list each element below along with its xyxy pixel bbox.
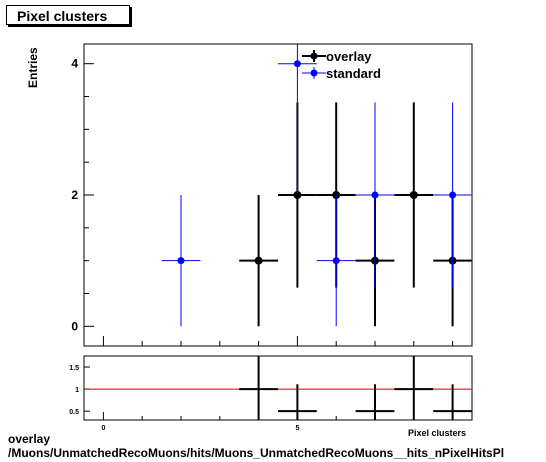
main-plot-marks [161,44,472,327]
chart-title: Pixel clusters [6,5,130,25]
legend: overlay standard [302,49,381,81]
footer-line2: /Muons/UnmatchedRecoMuons/hits/Muons_Unm… [8,446,505,460]
ratio-x-tick-label: 0 [101,425,105,432]
ratio-plot-marks [239,356,472,420]
standard-point [293,60,301,68]
overlay-point [254,256,263,265]
y-tick-label: 2 [71,188,78,202]
ratio-x-tick-label: 5 [295,425,299,432]
standard-point [449,191,457,199]
legend-marker [310,69,318,77]
standard-point [371,191,379,199]
ratio-axes: 0.5 1 1.5 0 5 [69,365,472,432]
ratio-y-tick-label: 1 [75,387,79,394]
legend-label: standard [326,66,381,81]
footer-line1: overlay [8,432,51,446]
ratio-plot-frame [83,355,473,421]
ratio-y-tick-label: 0.5 [69,409,79,416]
y-tick-label: 4 [71,57,78,71]
ratio-plot-border [83,355,473,421]
legend-marker [310,52,318,60]
x-axis-label: Pixel clusters [408,428,466,438]
overlay-point [409,191,418,199]
ratio-y-tick-label: 1.5 [69,365,79,372]
standard-point [177,257,185,265]
y-tick-label: 0 [71,319,78,333]
standard-point [332,257,340,265]
main-axes: 0 2 4 [71,57,454,346]
legend-label: overlay [326,49,372,64]
